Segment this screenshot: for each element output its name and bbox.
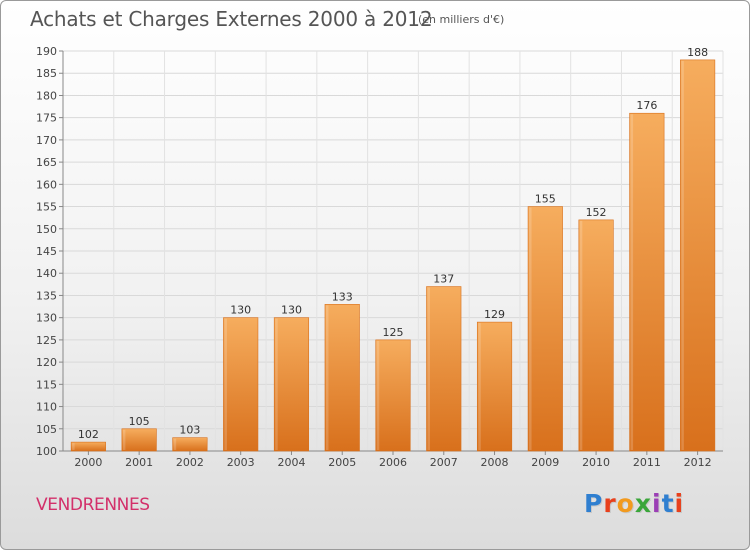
chart-title: Achats et Charges Externes 2000 à 2012 <box>30 7 433 31</box>
bar <box>324 304 360 452</box>
bar-highlight <box>72 443 75 450</box>
y-tick-label: 185 <box>36 67 57 80</box>
data-label: 188 <box>687 46 708 59</box>
bar-highlight <box>122 429 126 450</box>
x-tick-label: 2012 <box>684 456 712 469</box>
bar <box>578 219 614 452</box>
data-label: 155 <box>535 193 556 206</box>
proxiti-logo: Proxiti <box>584 489 684 518</box>
bar-highlight <box>325 305 329 450</box>
data-label: 130 <box>230 304 251 317</box>
y-tick-label: 155 <box>36 201 57 214</box>
bar-highlight <box>224 318 227 450</box>
bar <box>476 321 513 452</box>
logo-letter: t <box>661 489 675 518</box>
city-name: VENDRENNES <box>36 495 150 515</box>
y-tick-label: 165 <box>36 156 57 169</box>
y-tick-label: 125 <box>36 334 57 347</box>
y-tick-label: 145 <box>36 245 57 258</box>
logo-letter: o <box>616 489 635 518</box>
bar <box>426 286 462 452</box>
y-tick-label: 135 <box>36 289 57 302</box>
bars <box>70 59 716 452</box>
x-tick-label: 2006 <box>379 456 407 469</box>
data-label: 176 <box>636 99 657 112</box>
bar <box>70 441 106 452</box>
bar-highlight <box>478 323 481 450</box>
logo-letter: i <box>652 489 662 518</box>
bar-highlight <box>529 207 532 450</box>
bar <box>680 59 716 452</box>
bar-highlight <box>173 438 177 450</box>
y-tick-label: 100 <box>36 445 57 458</box>
y-tick-label: 105 <box>36 423 57 436</box>
y-tick-label: 190 <box>36 45 57 58</box>
y-tick-label: 130 <box>36 312 57 325</box>
logo-letter: x <box>634 489 652 518</box>
logo-letter: P <box>584 489 604 518</box>
bar-highlight <box>681 60 684 451</box>
x-tick-label: 2009 <box>531 456 559 469</box>
data-label: 102 <box>78 428 99 441</box>
bar <box>629 112 665 452</box>
chart-unit: (en milliers d'€) <box>418 13 505 26</box>
bar <box>223 317 259 452</box>
y-tick-label: 160 <box>36 178 57 191</box>
bar-highlight <box>376 340 380 450</box>
bar <box>172 437 208 452</box>
bar-highlight <box>275 318 278 450</box>
x-tick-label: 2001 <box>125 456 153 469</box>
y-tick-label: 110 <box>36 401 57 414</box>
data-label: 105 <box>129 415 150 428</box>
y-tick-label: 180 <box>36 89 57 102</box>
y-tick-label: 150 <box>36 223 57 236</box>
logo-letter: i <box>674 489 685 518</box>
logo-letter: r <box>603 489 617 518</box>
data-label: 137 <box>433 273 454 286</box>
data-label: 125 <box>383 326 404 339</box>
bar-highlight <box>427 287 431 450</box>
x-tick-label: 2002 <box>176 456 204 469</box>
bar-highlight <box>630 114 634 450</box>
data-label: 130 <box>281 304 302 317</box>
data-label: 103 <box>179 424 200 437</box>
x-tick-label: 2008 <box>481 456 509 469</box>
x-tick-label: 2011 <box>633 456 661 469</box>
bar-highlight <box>579 220 583 450</box>
x-tick-label: 2005 <box>328 456 356 469</box>
y-tick-label: 140 <box>36 267 57 280</box>
y-tick-label: 120 <box>36 356 57 369</box>
x-tick-label: 2004 <box>277 456 305 469</box>
bar <box>375 339 411 452</box>
labels: 100 105 110 115 120 125 130 135 140 145 150 155 160 1… <box>36 45 712 469</box>
data-label: 133 <box>332 290 353 303</box>
bar <box>121 428 157 452</box>
y-tick-label: 170 <box>36 134 57 147</box>
x-tick-label: 2010 <box>582 456 610 469</box>
data-label: 152 <box>586 206 607 219</box>
x-tick-label: 2000 <box>74 456 102 469</box>
x-tick-label: 2007 <box>430 456 458 469</box>
y-tick-label: 175 <box>36 112 57 125</box>
bar <box>527 206 563 452</box>
y-tick-label: 115 <box>36 378 57 391</box>
bar <box>273 317 310 452</box>
x-tick-label: 2003 <box>227 456 255 469</box>
data-label: 129 <box>484 308 505 321</box>
